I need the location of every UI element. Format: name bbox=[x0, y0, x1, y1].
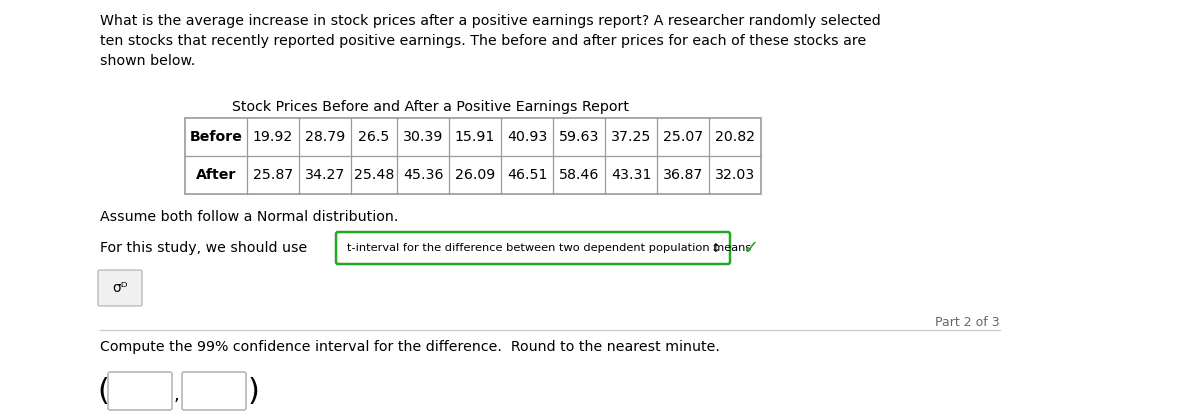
Text: Part 2 of 3: Part 2 of 3 bbox=[935, 316, 1000, 329]
Text: What is the average increase in stock prices after a positive earnings report? A: What is the average increase in stock pr… bbox=[100, 14, 881, 68]
FancyBboxPatch shape bbox=[98, 270, 142, 306]
Text: 25.48: 25.48 bbox=[354, 168, 394, 182]
Text: Assume both follow a Normal distribution.: Assume both follow a Normal distribution… bbox=[100, 210, 398, 224]
Text: 45.36: 45.36 bbox=[403, 168, 443, 182]
Text: 26.09: 26.09 bbox=[455, 168, 496, 182]
Text: 32.03: 32.03 bbox=[715, 168, 755, 182]
FancyBboxPatch shape bbox=[336, 232, 730, 264]
Text: 36.87: 36.87 bbox=[662, 168, 703, 182]
Text: 19.92: 19.92 bbox=[253, 130, 293, 144]
Text: 34.27: 34.27 bbox=[305, 168, 346, 182]
Text: ✓: ✓ bbox=[742, 239, 758, 257]
Text: 43.31: 43.31 bbox=[611, 168, 652, 182]
Text: t-interval for the difference between two dependent population means: t-interval for the difference between tw… bbox=[347, 243, 751, 253]
Text: 25.87: 25.87 bbox=[253, 168, 293, 182]
FancyBboxPatch shape bbox=[108, 372, 172, 410]
Text: 40.93: 40.93 bbox=[506, 130, 547, 144]
Text: After: After bbox=[196, 168, 236, 182]
Text: ↕: ↕ bbox=[712, 242, 721, 255]
Text: 58.46: 58.46 bbox=[559, 168, 599, 182]
Text: σᴰ: σᴰ bbox=[113, 281, 127, 295]
Text: 25.07: 25.07 bbox=[662, 130, 703, 144]
Text: Stock Prices Before and After a Positive Earnings Report: Stock Prices Before and After a Positive… bbox=[232, 100, 629, 114]
FancyBboxPatch shape bbox=[182, 372, 246, 410]
Text: 37.25: 37.25 bbox=[611, 130, 652, 144]
Text: Compute the 99% confidence interval for the difference.  Round to the nearest mi: Compute the 99% confidence interval for … bbox=[100, 340, 720, 354]
Text: For this study, we should use: For this study, we should use bbox=[100, 241, 307, 255]
Text: 26.5: 26.5 bbox=[359, 130, 390, 144]
Text: 46.51: 46.51 bbox=[506, 168, 547, 182]
Text: Before: Before bbox=[190, 130, 242, 144]
Text: ): ) bbox=[248, 377, 260, 405]
Text: 30.39: 30.39 bbox=[403, 130, 443, 144]
Text: (: ( bbox=[97, 377, 109, 405]
Text: 59.63: 59.63 bbox=[559, 130, 599, 144]
Text: 28.79: 28.79 bbox=[305, 130, 346, 144]
Bar bbox=[185, 118, 761, 194]
Text: 20.82: 20.82 bbox=[715, 130, 755, 144]
Text: 15.91: 15.91 bbox=[455, 130, 496, 144]
Text: ,: , bbox=[174, 386, 180, 404]
